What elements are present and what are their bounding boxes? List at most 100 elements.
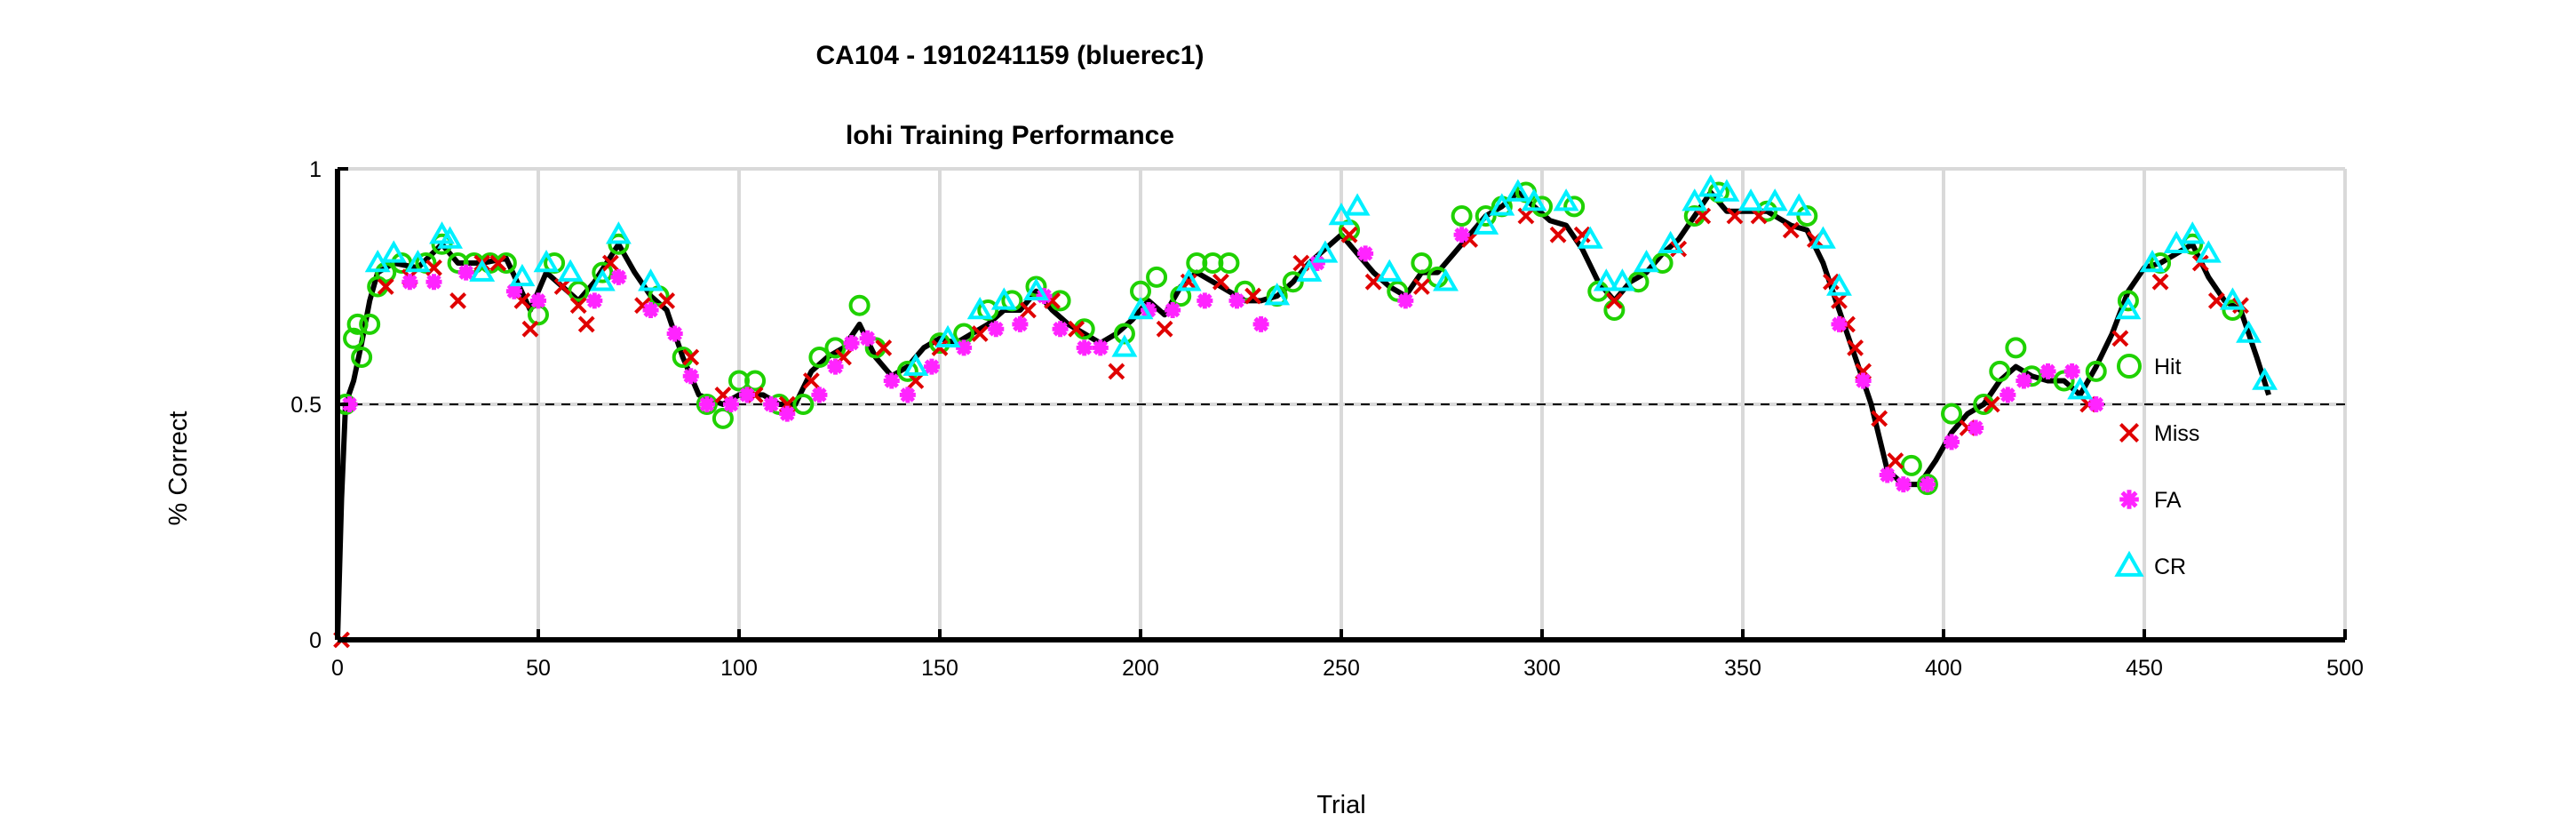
cr-point bbox=[1296, 259, 1323, 282]
cr-point bbox=[1737, 188, 1764, 211]
hit-point bbox=[1411, 252, 1433, 274]
x-tick-label: 50 bbox=[526, 656, 551, 681]
miss-point bbox=[1364, 273, 1382, 291]
miss-point bbox=[1340, 226, 1358, 243]
hit-point bbox=[1146, 266, 1168, 288]
fa-point bbox=[2000, 387, 2016, 403]
cr-point bbox=[966, 296, 993, 320]
series-fa bbox=[341, 227, 2104, 493]
miss-point bbox=[553, 278, 571, 295]
legend-label-miss: Miss bbox=[2154, 421, 2199, 446]
cr-point bbox=[533, 249, 560, 273]
fa-point bbox=[923, 358, 940, 375]
cr-point bbox=[1553, 188, 1579, 211]
cr-point bbox=[1489, 193, 1515, 216]
hit-point bbox=[1989, 360, 2011, 382]
cr-point bbox=[1344, 193, 1371, 216]
fa-point bbox=[530, 292, 546, 309]
cr-point bbox=[2219, 287, 2246, 310]
hit-point bbox=[1756, 200, 1778, 222]
cr-point bbox=[2067, 377, 2094, 400]
fa-point bbox=[1052, 321, 1069, 338]
cr-point bbox=[1609, 268, 1635, 291]
miss-point bbox=[425, 259, 442, 276]
legend-marker-cr bbox=[2114, 550, 2144, 577]
miss-point bbox=[1782, 221, 1800, 239]
x-tick-label: 200 bbox=[1122, 656, 1159, 681]
fa-point bbox=[610, 268, 627, 285]
fa-point bbox=[843, 335, 860, 352]
fa-point bbox=[1879, 467, 1896, 483]
cr-point bbox=[1521, 188, 1547, 211]
cr-point bbox=[404, 249, 431, 273]
fa-point bbox=[956, 339, 973, 356]
cr-point bbox=[1505, 179, 1531, 202]
hit-point bbox=[1603, 299, 1626, 321]
miss-point bbox=[2207, 291, 2225, 309]
miss-point bbox=[1831, 291, 1848, 309]
fa-point bbox=[883, 372, 900, 389]
fa-point bbox=[1895, 476, 1912, 493]
cr-point bbox=[1682, 188, 1708, 211]
fa-point bbox=[586, 292, 603, 309]
cr-point bbox=[1634, 249, 1659, 273]
miss-point bbox=[1244, 287, 1261, 305]
miss-point bbox=[1212, 273, 1229, 291]
miss-point bbox=[1871, 410, 1888, 427]
hit-point bbox=[1025, 275, 1047, 298]
fa-point bbox=[2015, 372, 2032, 389]
cr-point bbox=[1127, 296, 1154, 320]
y-tick-label: 1 bbox=[309, 157, 322, 182]
miss-point bbox=[577, 315, 595, 333]
axes bbox=[335, 167, 2347, 642]
cr-point bbox=[2139, 249, 2166, 273]
fa-point bbox=[666, 325, 683, 342]
miss-point bbox=[377, 278, 394, 295]
fa-point bbox=[1357, 245, 1374, 262]
cr-point bbox=[1433, 268, 1459, 291]
fa-point bbox=[1968, 419, 1984, 436]
x-tick-label: 100 bbox=[720, 656, 758, 681]
cr-point bbox=[1809, 226, 1836, 249]
hit-point bbox=[1475, 205, 1497, 227]
legend-label-fa: FA bbox=[2154, 488, 2182, 513]
x-tick-label: 450 bbox=[2126, 656, 2163, 681]
miss-point bbox=[682, 348, 700, 366]
hit-point bbox=[1916, 474, 1938, 496]
cr-point bbox=[380, 240, 407, 263]
hit-point bbox=[592, 261, 614, 283]
hit-point bbox=[1531, 196, 1553, 218]
fa-point bbox=[1165, 302, 1181, 318]
fa-point bbox=[1076, 339, 1093, 356]
hit-point bbox=[1941, 403, 1963, 425]
cr-point bbox=[1023, 277, 1049, 301]
miss-point bbox=[489, 254, 507, 272]
hit-point bbox=[929, 332, 950, 355]
fa-point bbox=[763, 396, 780, 412]
series-markers bbox=[333, 174, 2278, 649]
cr-point bbox=[1697, 174, 1724, 197]
miss-point bbox=[1108, 363, 1125, 380]
cr-point bbox=[1312, 240, 1339, 263]
fa-point bbox=[811, 387, 828, 403]
y-tick-label: 0 bbox=[309, 628, 322, 653]
x-tick-label: 400 bbox=[1925, 656, 1962, 681]
miss-point bbox=[1605, 291, 1623, 309]
miss-point bbox=[2111, 330, 2129, 347]
fa-point bbox=[1855, 372, 1872, 389]
hit-point bbox=[2117, 290, 2139, 312]
hit-point bbox=[2222, 299, 2244, 321]
miss-point bbox=[1549, 226, 1567, 243]
cr-point bbox=[1761, 188, 1788, 211]
miss-point bbox=[521, 320, 539, 338]
miss-point bbox=[971, 325, 989, 342]
legend-marker-fa bbox=[2119, 490, 2139, 509]
hit-point bbox=[1113, 323, 1135, 345]
cr-point bbox=[557, 259, 584, 282]
cr-point bbox=[1264, 283, 1291, 306]
fa-point bbox=[722, 396, 739, 412]
fa-point bbox=[2087, 396, 2104, 412]
fa-point bbox=[1092, 339, 1109, 356]
miss-point bbox=[1694, 207, 1712, 225]
miss-point bbox=[1156, 320, 1173, 338]
